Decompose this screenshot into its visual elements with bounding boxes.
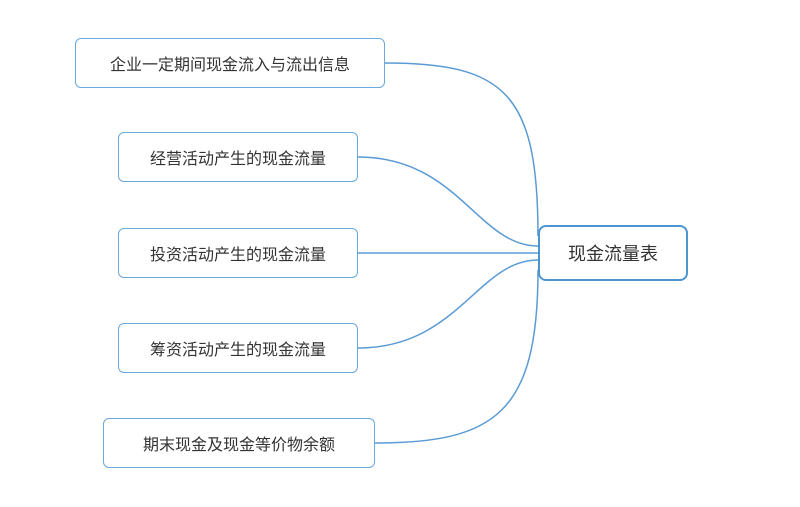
- main-node: 现金流量表: [538, 225, 688, 281]
- left-node-2: 经营活动产生的现金流量: [118, 132, 358, 182]
- left-node-4: 筹资活动产生的现金流量: [118, 323, 358, 373]
- left-node-5: 期末现金及现金等价物余额: [103, 418, 375, 468]
- connector-1: [385, 63, 538, 236]
- connector-2: [358, 157, 538, 246]
- connector-5: [375, 270, 538, 443]
- left-node-3: 投资活动产生的现金流量: [118, 228, 358, 278]
- connector-4: [358, 260, 538, 348]
- left-node-1: 企业一定期间现金流入与流出信息: [75, 38, 385, 88]
